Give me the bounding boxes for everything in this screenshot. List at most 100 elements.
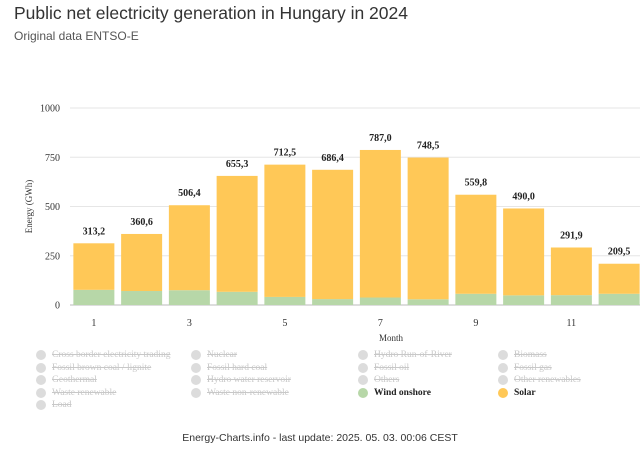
x-tick-label: 7 — [378, 318, 383, 329]
legend-item-label: Fossil oil — [374, 362, 410, 373]
bar-solar — [503, 208, 545, 296]
legend-dot-icon — [191, 375, 201, 385]
x-tick-label: 3 — [187, 318, 192, 329]
y-tick-label: 250 — [45, 251, 60, 262]
legend-item-label: Waste non-renewable — [207, 387, 289, 398]
legend-item-label: Nuclear — [207, 350, 238, 360]
bar-solar — [73, 243, 115, 290]
bar-data-label: 748,5 — [417, 141, 440, 152]
footer-update-text: Energy-Charts.info - last update: 2025. … — [182, 432, 458, 444]
chart-title: Public net electricity generation in Hun… — [14, 3, 408, 23]
bar-solar — [312, 169, 354, 300]
bar-wind-onshore — [503, 295, 545, 305]
legend-item-wind-onshore[interactable]: Wind onshore — [358, 387, 431, 398]
bar-solar — [407, 157, 449, 300]
legend-dot-icon — [358, 387, 368, 398]
bar-wind-onshore — [264, 296, 306, 305]
legend-dot-icon — [36, 387, 46, 398]
x-axis-label: Month — [379, 333, 404, 343]
legend-item-label: Hydro Run-of-River — [374, 350, 452, 360]
legend-dot-icon — [358, 350, 368, 360]
legend-item-hydro-water-reservoir[interactable]: Hydro water reservoir — [191, 375, 291, 385]
x-tick-label: 11 — [567, 318, 577, 329]
bar-wind-onshore — [550, 295, 592, 305]
bar-wind-onshore — [407, 299, 449, 305]
y-tick-label: 750 — [45, 153, 60, 164]
bar-wind-onshore — [216, 291, 258, 305]
bar-wind-onshore — [312, 299, 354, 305]
legend-item-geothermal[interactable]: Geothermal — [36, 375, 97, 385]
bar-data-label: 712,5 — [274, 148, 297, 159]
legend-dot-icon — [358, 362, 368, 373]
legend-dot-icon — [36, 375, 46, 385]
legend-item-others[interactable]: Others — [358, 375, 399, 385]
legend-item-fossil-oil[interactable]: Fossil oil — [358, 362, 410, 373]
legend-item-fossil-brown-coal-lignite[interactable]: Fossil brown coal / lignite — [36, 362, 152, 373]
bar-solar — [121, 233, 163, 292]
legend-item-solar[interactable]: Solar — [498, 387, 536, 398]
legend-item-label: Cross border electricity trading — [52, 350, 171, 360]
chart-legend: Cross border electricity trading Nuclear H… — [36, 350, 636, 440]
legend-item-nuclear[interactable]: Nuclear — [191, 350, 237, 360]
bar-solar — [598, 263, 640, 294]
y-tick-label: 0 — [55, 301, 60, 312]
legend-item-cross-border-electricity-trading[interactable]: Cross border electricity trading — [36, 350, 170, 360]
x-tick-label: 1 — [91, 318, 96, 329]
legend-item-label: Wind onshore — [374, 387, 431, 398]
bar-wind-onshore — [359, 297, 401, 305]
bar-solar — [455, 194, 497, 294]
bar-data-label: 655,3 — [226, 159, 249, 170]
bar-solar — [550, 247, 592, 296]
bar-solar — [359, 149, 401, 298]
chart-plot: 0 250 500 750 1000 Energy (GWh) 313,2 360,6 506,… — [24, 104, 640, 343]
legend-item-biomass[interactable]: Biomass — [498, 350, 547, 360]
bar-data-label: 490,0 — [512, 191, 535, 202]
legend-dot-icon — [36, 400, 46, 410]
legend-item-waste-non-renewable[interactable]: Waste non-renewable — [191, 387, 289, 398]
bar-data-label: 787,0 — [369, 133, 392, 144]
bar-wind-onshore — [121, 291, 163, 305]
bar-data-label: 360,6 — [130, 217, 153, 228]
legend-dot-icon — [36, 350, 46, 360]
legend-item-waste-renewable[interactable]: Waste renewable — [36, 387, 117, 398]
bar-solar — [168, 205, 210, 291]
legend-dot-icon — [191, 350, 201, 360]
legend-item-label: Other renewables — [514, 375, 581, 385]
bar-data-label: 686,4 — [321, 153, 344, 164]
bar-data-label: 209,5 — [608, 247, 631, 258]
bar-solar — [264, 164, 306, 297]
legend-item-label: Fossil gas — [514, 362, 552, 373]
legend-item-label: Fossil hard coal — [207, 362, 268, 373]
y-axis-label: Energy (GWh) — [24, 180, 34, 234]
legend-dot-icon — [498, 387, 508, 398]
bar-wind-onshore — [455, 293, 497, 305]
legend-item-hydro-run-of-river[interactable]: Hydro Run-of-River — [358, 350, 452, 360]
bar-data-label: 506,4 — [178, 188, 201, 199]
legend-dot-icon — [358, 375, 368, 385]
y-tick-label: 1000 — [40, 104, 60, 115]
x-tick-label: 5 — [282, 318, 287, 329]
legend-item-label: Hydro water reservoir — [207, 375, 291, 385]
x-tick-label: 9 — [473, 318, 478, 329]
y-tick-label: 500 — [45, 202, 60, 213]
legend-dot-icon — [498, 350, 508, 360]
legend-item-load[interactable]: Load — [36, 400, 72, 410]
legend-item-label: Geothermal — [52, 375, 97, 385]
legend-dot-icon — [498, 362, 508, 373]
legend-item-other-renewables[interactable]: Other renewables — [498, 375, 581, 385]
bar-wind-onshore — [598, 293, 640, 305]
legend-item-fossil-hard-coal[interactable]: Fossil hard coal — [191, 362, 268, 373]
legend-item-label: Fossil brown coal / lignite — [52, 362, 152, 373]
legend-item-fossil-gas[interactable]: Fossil gas — [498, 362, 552, 373]
bar-solar — [216, 175, 258, 292]
legend-item-label: Waste renewable — [52, 387, 117, 398]
bar-data-label: 291,9 — [560, 230, 583, 241]
bar-data-label: 313,2 — [83, 226, 106, 237]
legend-dot-icon — [498, 375, 508, 385]
bar-wind-onshore — [168, 290, 210, 305]
legend-dot-icon — [191, 362, 201, 373]
chart-subtitle: Original data ENTSO-E — [14, 29, 139, 43]
legend-dot-icon — [191, 387, 201, 398]
legend-dot-icon — [36, 362, 46, 373]
legend-item-label: Biomass — [514, 350, 547, 360]
